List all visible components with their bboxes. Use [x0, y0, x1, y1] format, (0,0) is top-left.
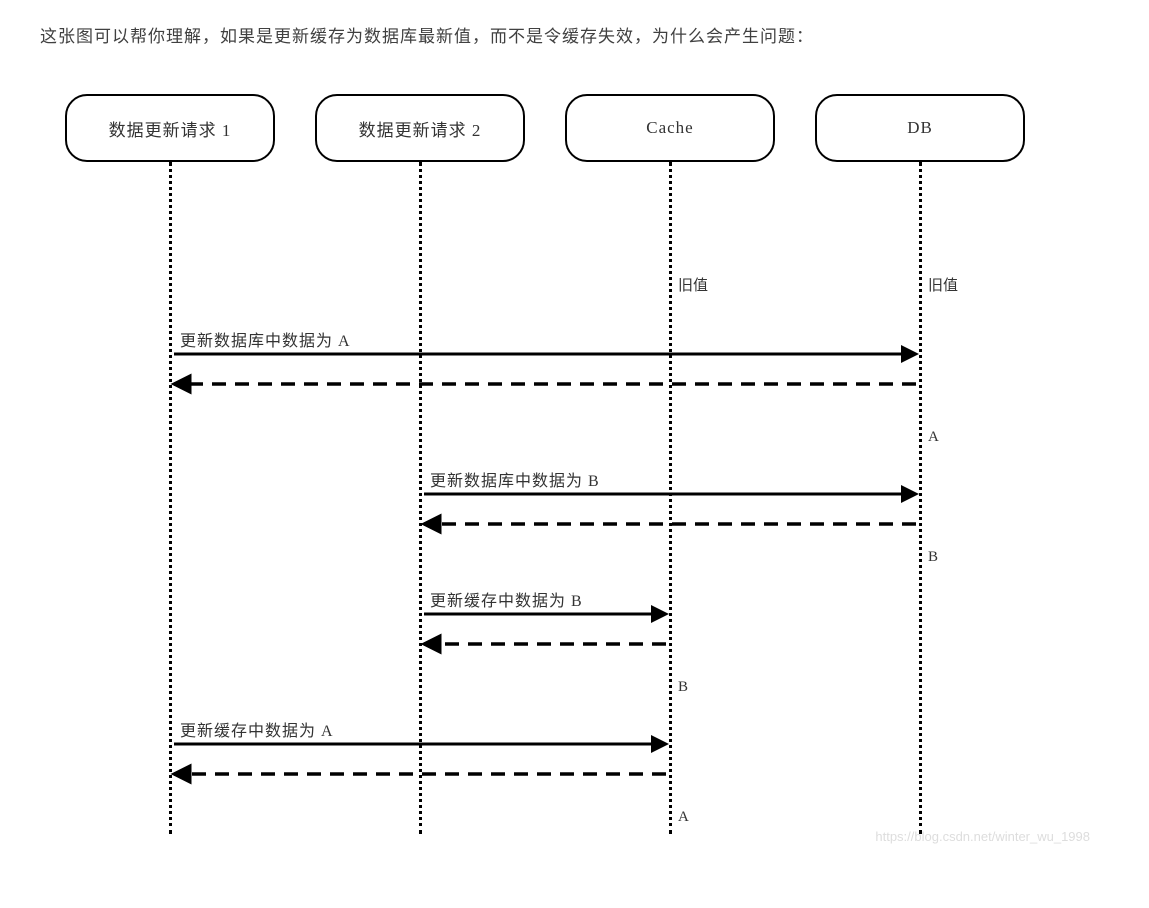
state-label-3: B [928, 549, 938, 566]
state-label-0: 旧值 [678, 274, 708, 295]
state-label-4: B [678, 679, 688, 696]
state-label-1: 旧值 [928, 274, 958, 295]
state-label-5: A [678, 809, 689, 826]
arrows-layer [40, 94, 1090, 834]
sequence-diagram: 数据更新请求 1数据更新请求 2CacheDB更新数据库中数据为 A更新数据库中… [40, 94, 1090, 834]
intro-text: 这张图可以帮你理解，如果是更新缓存为数据库最新值，而不是令缓存失效，为什么会产生… [40, 20, 1109, 54]
state-label-2: A [928, 429, 939, 446]
watermark: https://blog.csdn.net/winter_wu_1998 [875, 829, 1090, 844]
